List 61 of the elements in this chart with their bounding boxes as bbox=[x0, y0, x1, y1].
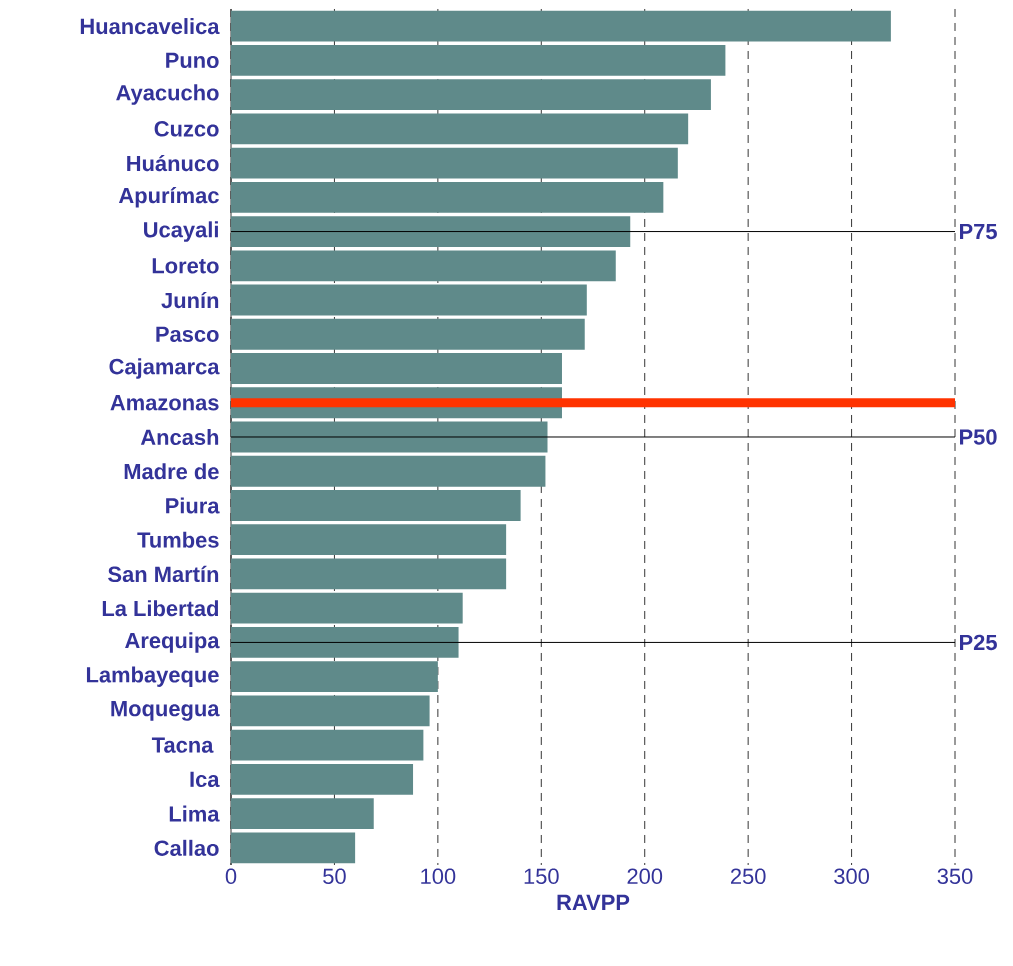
y-tick-label: Junín bbox=[161, 291, 219, 309]
bar bbox=[231, 798, 374, 830]
bar bbox=[231, 490, 521, 521]
x-tick-label: 300 bbox=[834, 868, 869, 885]
ref-line-label: P75 bbox=[960, 223, 997, 240]
bar bbox=[231, 353, 562, 384]
y-tick-label: Pasco bbox=[156, 326, 219, 342]
y-tick-label: Ancash bbox=[140, 428, 219, 446]
bar bbox=[231, 729, 424, 761]
y-tick-label: Callao bbox=[154, 839, 219, 856]
ref-line-label: P50 bbox=[960, 429, 997, 445]
bar bbox=[231, 592, 463, 624]
bar bbox=[231, 10, 891, 42]
ref-line-label: P25 bbox=[960, 634, 997, 651]
x-tick-label: 250 bbox=[730, 868, 766, 885]
y-tick-label: Ica bbox=[190, 771, 220, 788]
bar bbox=[231, 763, 414, 795]
bar bbox=[231, 627, 459, 658]
bar bbox=[231, 216, 631, 247]
y-tick-label: Loreto bbox=[152, 258, 219, 274]
y-tick-label: Huánuco bbox=[127, 154, 219, 172]
bar bbox=[231, 661, 438, 693]
bar bbox=[231, 79, 711, 110]
y-tick-label: Cajamarca bbox=[109, 358, 220, 379]
x-tick-label: 100 bbox=[421, 868, 456, 885]
bar bbox=[231, 113, 689, 145]
y-tick-label: Huancavelica bbox=[80, 18, 220, 35]
y-tick-label: Ayacucho bbox=[116, 84, 219, 105]
y-tick-label: Lambayeque bbox=[86, 666, 219, 687]
y-tick-label: Apurímac bbox=[118, 187, 219, 208]
bar bbox=[231, 421, 548, 453]
bar bbox=[231, 44, 726, 76]
bar bbox=[231, 318, 585, 350]
bar bbox=[231, 181, 664, 213]
bar bbox=[231, 524, 507, 556]
x-tick-label: 200 bbox=[627, 868, 663, 885]
y-tick-label: Cuzco bbox=[154, 121, 219, 137]
y-tick-label: San Martín bbox=[108, 565, 219, 583]
y-tick-label: Puno bbox=[166, 52, 219, 68]
bar bbox=[231, 695, 430, 727]
bar bbox=[231, 558, 507, 590]
y-tick-label: Piura bbox=[166, 497, 220, 514]
x-tick-label: 0 bbox=[225, 868, 237, 885]
y-tick-label: Arequipa bbox=[125, 632, 220, 653]
y-tick-label: Lima bbox=[169, 805, 220, 822]
bar bbox=[231, 250, 616, 282]
bar bbox=[231, 147, 678, 179]
x-tick-label: 50 bbox=[323, 868, 346, 885]
y-tick-label: La Libertad bbox=[102, 600, 219, 617]
y-tick-label: Amazonas bbox=[110, 395, 219, 411]
y-tick-label: Ucayali bbox=[144, 221, 218, 242]
y-tick-label: Tumbes bbox=[137, 531, 219, 548]
x-tick-label: 150 bbox=[524, 868, 559, 885]
bar bbox=[231, 455, 546, 487]
x-tick-label: 350 bbox=[937, 868, 973, 885]
bar bbox=[231, 832, 356, 864]
y-tick-label: Madre de bbox=[124, 463, 219, 480]
x-axis-title: RAVPP bbox=[557, 894, 630, 910]
y-tick-label: Moquegua bbox=[111, 701, 220, 721]
y-tick-label: Tacna bbox=[151, 737, 214, 753]
bar bbox=[231, 284, 587, 316]
